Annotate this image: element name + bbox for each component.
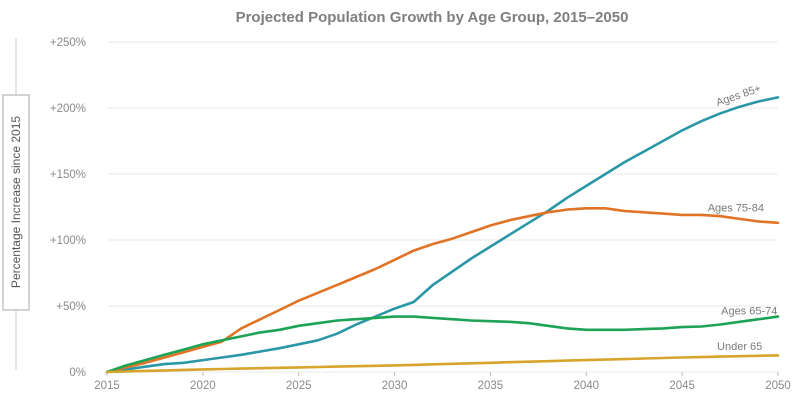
x-tick-label: 2045 <box>669 380 695 392</box>
y-tick-label: +250% <box>50 37 86 49</box>
x-tick-label: 2040 <box>573 380 599 392</box>
x-tick-label: 2030 <box>382 380 408 392</box>
x-tick-label: 2015 <box>94 380 120 392</box>
chart-title: Projected Population Growth by Age Group… <box>236 9 629 26</box>
y-tick-label: +50% <box>56 301 86 313</box>
x-tick-label: 2020 <box>190 380 216 392</box>
y-tick-label: +200% <box>50 103 86 115</box>
series-line-ages-75-84 <box>105 207 780 374</box>
x-tick-label: 2025 <box>286 380 312 392</box>
series-label-ages-85: Ages 85+ <box>715 83 763 110</box>
y-tick-label: +100% <box>50 235 86 247</box>
series-label-ages-75-84: Ages 75-84 <box>708 202 764 214</box>
series-label-under-65: Under 65 <box>717 341 762 353</box>
gridlines <box>107 41 778 373</box>
series-lines <box>105 96 780 374</box>
series-labels: Ages 85+ Ages 75-84 Ages 65-74 Under 65 <box>708 83 778 354</box>
series-line-under-65 <box>105 354 780 374</box>
x-tick-label: 2035 <box>478 380 504 392</box>
y-axis-ticks: 0% +50% +100% +150% +200% +250% <box>50 37 86 379</box>
x-axis-ticks: 2015 2020 2025 2030 2035 2040 2045 2050 <box>94 372 791 392</box>
y-tick-label: 0% <box>69 367 86 379</box>
x-tick-label: 2050 <box>765 380 791 392</box>
y-axis-title: Percentage Increase since 2015 <box>9 116 23 288</box>
y-tick-label: +150% <box>50 169 86 181</box>
series-label-ages-65-74: Ages 65-74 <box>721 306 777 318</box>
series-line-ages-85 <box>105 96 780 374</box>
series-line-ages-65-74 <box>105 315 780 374</box>
y-axis-label-box: Percentage Increase since 2015 <box>2 38 30 370</box>
